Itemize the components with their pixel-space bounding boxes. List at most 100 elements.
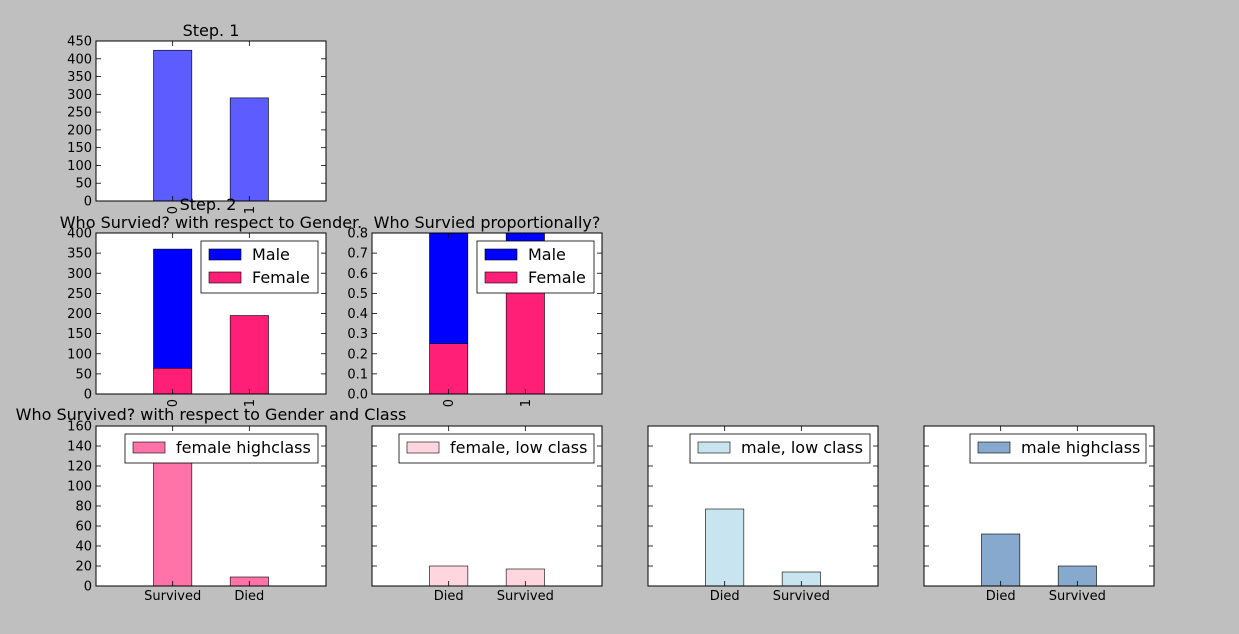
x-tick-label: Died <box>434 589 464 604</box>
legend: male, low class <box>689 433 871 464</box>
legend-label: female highclass <box>176 438 311 457</box>
y-tick-label: 40 <box>75 540 92 555</box>
y-tick-label: 0.3 <box>347 327 368 342</box>
y-tick-label: 20 <box>75 560 92 575</box>
legend: female highclass <box>124 433 319 464</box>
x-tick-label: Survived <box>773 589 830 604</box>
plot-frame <box>95 40 327 202</box>
x-tick-label: 0 <box>442 399 457 407</box>
bar-0 <box>153 49 193 202</box>
y-tick-label: 50 <box>75 367 92 382</box>
y-tick-label: 120 <box>67 460 92 475</box>
x-tick-label: 1 <box>519 399 534 407</box>
legend-swatch <box>406 441 440 454</box>
y-tick-label: 450 <box>67 35 92 50</box>
y-tick-label: 0 <box>84 388 92 403</box>
x-tick-label: Survived <box>497 589 554 604</box>
x-tick-label: Died <box>234 589 264 604</box>
y-tick-label: 0 <box>84 195 92 210</box>
y-tick-label: 300 <box>67 267 92 282</box>
bar-female-highclass-survived <box>153 445 193 587</box>
legend: Male Female <box>476 240 595 294</box>
y-tick-label: 300 <box>67 88 92 103</box>
y-tick-label: 0.7 <box>347 247 368 262</box>
legend-swatch <box>697 441 731 454</box>
plot-frame <box>95 425 327 587</box>
y-tick-label: 150 <box>67 141 92 156</box>
y-tick-label: 50 <box>75 177 92 192</box>
bar-male-highclass-died <box>981 533 1021 587</box>
chart-title: Step. 2 <box>180 195 237 214</box>
bar-female-0 <box>429 343 469 395</box>
x-tick-label: Survived <box>1049 589 1106 604</box>
y-tick-label: 0.0 <box>347 388 368 403</box>
chart-title: Who Survied proportionally? <box>374 213 601 232</box>
legend: female, low class <box>398 433 595 464</box>
legend-label: female, low class <box>450 438 587 457</box>
plot-frame <box>95 232 327 395</box>
y-tick-label: 200 <box>67 123 92 138</box>
plot-frame <box>923 425 1155 587</box>
y-tick-label: 400 <box>67 227 92 242</box>
subplot-1: 0 50 100 150 200 250 300 350 400 450 0 1 Step. 1 <box>67 21 327 214</box>
y-tick-label: 100 <box>67 480 92 495</box>
y-tick-label: 400 <box>67 52 92 67</box>
y-tick-label: 140 <box>67 440 92 455</box>
chart-title: Who Survived? with respect to Gender and… <box>16 405 407 424</box>
bar-female-1 <box>229 315 269 395</box>
legend: Male Female <box>200 240 319 294</box>
subplot-6: Died Survived male, low class <box>647 425 879 604</box>
y-tick-label: 250 <box>67 106 92 121</box>
legend-swatch <box>132 441 166 454</box>
y-tick-label: 0.4 <box>347 307 368 322</box>
plot-area <box>96 41 326 201</box>
x-tick-label: 0 <box>166 206 181 214</box>
y-tick-label: 0.8 <box>347 227 368 242</box>
legend-label: Male <box>252 245 290 264</box>
legend-label: Female <box>528 268 586 287</box>
legend-swatch <box>208 271 242 284</box>
y-tick-label: 0.2 <box>347 347 368 362</box>
y-tick-label: 0.6 <box>347 267 368 282</box>
bar-male-low-class-died <box>705 508 745 587</box>
subplot-4: 0 20 40 60 80 100 120 140 160 Survived Died Who Sur… <box>16 405 407 604</box>
legend-swatch <box>484 271 518 284</box>
plot-frame <box>371 232 603 395</box>
bar-male-0 <box>153 248 193 369</box>
y-tick-label: 350 <box>67 247 92 262</box>
legend-swatch <box>484 248 518 261</box>
subplot-3: 0.0 0.1 0.2 0.3 0.4 0.5 0.6 0.7 0.8 0 1 Who Survied… <box>347 213 603 407</box>
chart-title: Who Survied? with respect to Gender. <box>60 213 363 232</box>
legend-label: male, low class <box>741 438 863 457</box>
x-tick-label: Died <box>986 589 1016 604</box>
y-tick-label: 0.1 <box>347 367 368 382</box>
legend-label: Female <box>252 268 310 287</box>
bar-male-0 <box>429 232 469 344</box>
y-tick-label: 80 <box>75 500 92 515</box>
y-tick-label: 160 <box>67 420 92 435</box>
legend: male highclass <box>969 433 1147 464</box>
x-tick-label: Died <box>710 589 740 604</box>
x-tick-label: Survived <box>144 589 201 604</box>
bar-1 <box>229 97 269 202</box>
y-tick-label: 0.5 <box>347 287 368 302</box>
y-tick-label: 0 <box>84 580 92 595</box>
legend-swatch <box>208 248 242 261</box>
plot-frame <box>371 425 603 587</box>
y-tick-label: 150 <box>67 327 92 342</box>
legend-label: male highclass <box>1021 438 1140 457</box>
y-tick-label: 100 <box>67 347 92 362</box>
x-tick-label: 1 <box>243 399 258 407</box>
y-tick-label: 60 <box>75 520 92 535</box>
chart-title: Step. 1 <box>183 21 240 40</box>
subplot-7: Died Survived male highclass <box>923 425 1155 604</box>
plot-frame <box>647 425 879 587</box>
y-tick-label: 200 <box>67 307 92 322</box>
x-tick-label: 1 <box>243 206 258 214</box>
x-tick-label: 0 <box>166 399 181 407</box>
y-tick-label: 100 <box>67 159 92 174</box>
y-tick-label: 250 <box>67 287 92 302</box>
y-tick-label: 350 <box>67 70 92 85</box>
